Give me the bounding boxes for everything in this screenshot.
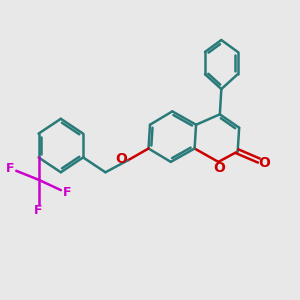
Text: F: F (34, 203, 43, 217)
Text: F: F (62, 186, 71, 200)
Text: O: O (213, 161, 225, 176)
Text: O: O (115, 152, 127, 166)
Text: F: F (6, 162, 14, 175)
Text: O: O (259, 156, 270, 170)
